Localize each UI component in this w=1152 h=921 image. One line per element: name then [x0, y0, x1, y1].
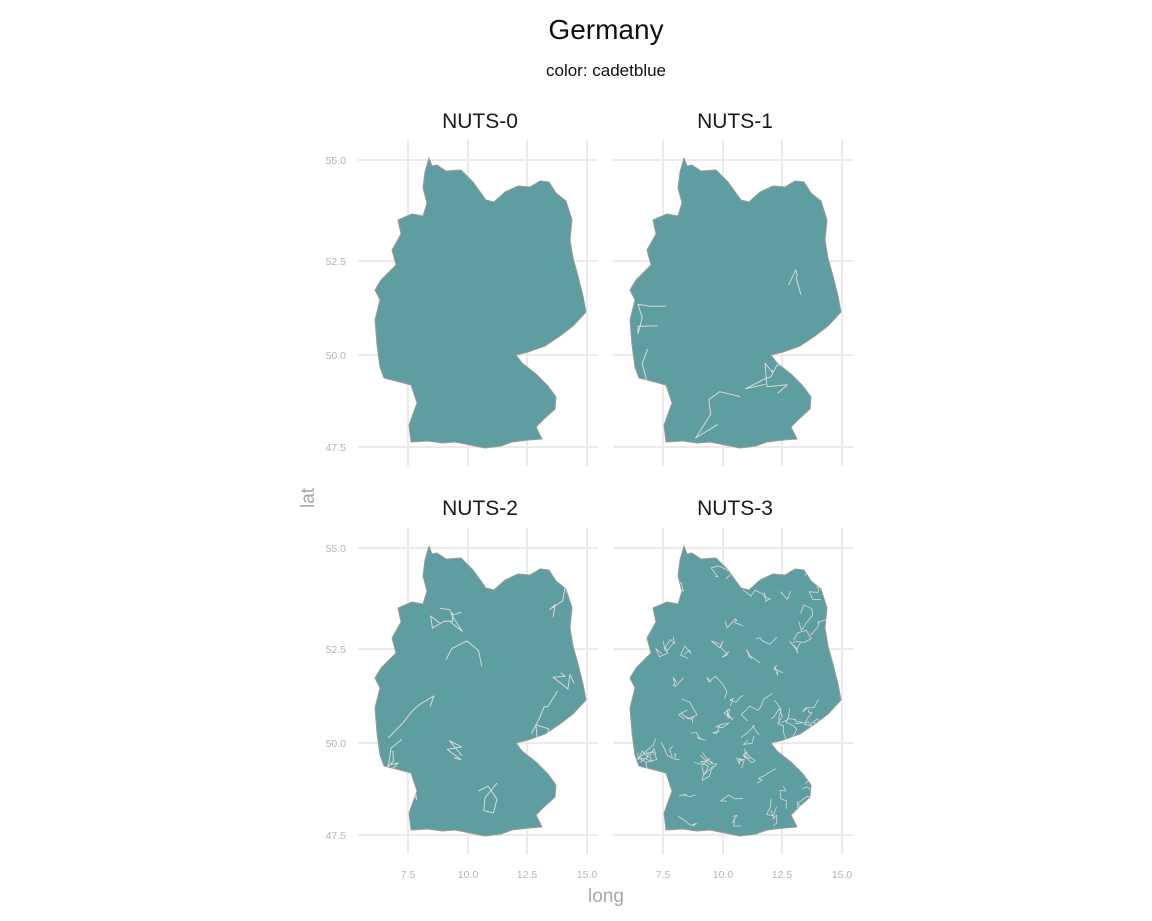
y-tick-label: 52.5 — [326, 644, 347, 656]
plot-subtitle: color: cadetblue — [546, 61, 666, 80]
x-tick-label: 12.5 — [517, 869, 538, 881]
germany-shape — [629, 545, 842, 837]
germany-shape — [374, 157, 587, 449]
panel-nuts-0: NUTS-0 55.0 52.5 50.0 47.5 — [326, 110, 598, 466]
y-tick-label: 52.5 — [326, 256, 347, 268]
panel-label: NUTS-0 — [442, 110, 518, 133]
germany-shape — [374, 545, 587, 837]
y-tick-label: 55.0 — [326, 543, 347, 555]
plot-title: Germany — [548, 14, 663, 45]
y-tick-label: 50.0 — [326, 738, 347, 750]
x-tick-label: 10.0 — [713, 869, 734, 881]
panel-label: NUTS-1 — [697, 110, 773, 133]
x-tick-label: 7.5 — [401, 869, 416, 881]
panel-nuts-1: NUTS-1 — [613, 110, 853, 466]
x-axis-title: long — [588, 886, 624, 907]
x-tick-label: 12.5 — [772, 869, 793, 881]
panel-nuts-2: NUTS-2 55.0 52.5 50.0 47.5 7.5 10.0 12.5 15.0 — [326, 497, 598, 881]
panels: NUTS-0 55.0 52.5 50.0 47.5 NUTS-1 NUTS-2 55.0 52… — [326, 110, 853, 881]
panel-label: NUTS-3 — [697, 497, 773, 520]
germany-shape — [629, 157, 842, 449]
x-tick-label: 15.0 — [832, 869, 853, 881]
y-tick-label: 55.0 — [326, 155, 347, 167]
panel-nuts-3: NUTS-3 7.5 10.0 12.5 15.0 — [613, 497, 853, 881]
x-tick-label: 7.5 — [656, 869, 671, 881]
panel-label: NUTS-2 — [442, 497, 518, 520]
y-axis-title: lat — [298, 487, 319, 508]
y-tick-label: 47.5 — [326, 830, 347, 842]
y-tick-label: 47.5 — [326, 442, 347, 454]
x-tick-label: 10.0 — [458, 869, 479, 881]
y-tick-label: 50.0 — [326, 350, 347, 362]
x-tick-label: 15.0 — [577, 869, 598, 881]
